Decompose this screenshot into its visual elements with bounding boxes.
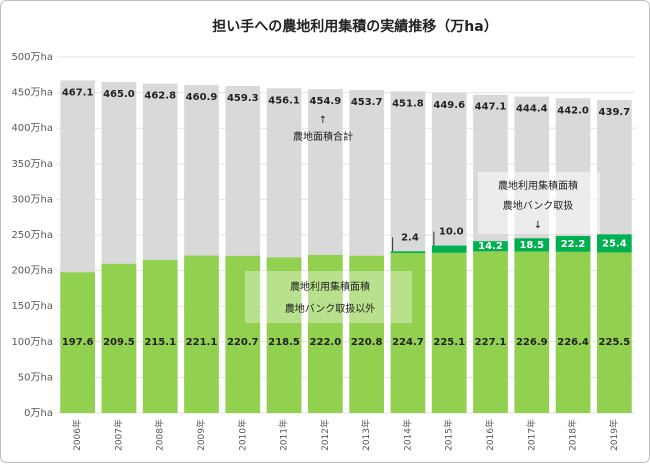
value-label: 467.1 <box>62 87 94 98</box>
y-tick-label: 250万ha <box>11 230 53 241</box>
value-label: 18.5 <box>519 240 544 251</box>
value-label: 453.7 <box>351 97 383 108</box>
x-tick-label: 2012年 <box>319 419 331 451</box>
y-tick-label: 0万ha <box>24 408 53 419</box>
y-tick-label: 50万ha <box>18 372 53 383</box>
value-label: 222.0 <box>310 337 342 348</box>
bar-segment <box>431 252 467 413</box>
x-tick-label: 2014年 <box>401 419 413 451</box>
value-label: 218.5 <box>268 337 300 348</box>
value-label: 209.5 <box>103 337 135 348</box>
annotation-box <box>478 172 600 234</box>
y-tick-label: 400万ha <box>11 123 53 134</box>
value-label: 449.6 <box>433 100 465 111</box>
bar-segment <box>101 263 137 413</box>
value-label: 227.1 <box>475 337 507 348</box>
value-label: 225.5 <box>599 337 631 348</box>
annotation-text: 農地利用集積面積 <box>290 280 370 293</box>
value-label: 221.1 <box>186 337 218 348</box>
value-label: 220.8 <box>351 337 383 348</box>
value-label: 456.1 <box>268 95 300 106</box>
bar-segment <box>514 238 550 252</box>
value-label: 22.2 <box>561 239 586 250</box>
value-label: 25.4 <box>602 238 627 249</box>
bar-segment <box>349 255 384 413</box>
bar-segment <box>597 252 632 413</box>
value-label: 226.9 <box>516 337 548 348</box>
y-tick-label: 500万ha <box>11 52 53 63</box>
bar-segment <box>390 253 426 413</box>
annotation-box <box>245 271 412 323</box>
annotation-text: 農地バンク取扱以外 <box>285 302 376 315</box>
value-label: 465.0 <box>103 89 135 100</box>
bar-segment <box>60 272 95 413</box>
value-label: 462.8 <box>144 90 176 101</box>
x-tick-label: 2015年 <box>443 419 455 451</box>
bar-segment <box>225 255 261 413</box>
x-tick-label: 2011年 <box>278 419 290 451</box>
bar-segment <box>473 251 508 413</box>
y-tick-label: 150万ha <box>11 301 53 312</box>
chart-title: 担い手への農地利用集積の実績推移（万ha） <box>212 18 497 35</box>
value-label: 197.6 <box>62 337 94 348</box>
value-label: 439.7 <box>599 107 631 118</box>
value-label: 14.2 <box>478 241 503 252</box>
bar-segment <box>184 255 219 413</box>
bar-segment <box>555 235 591 252</box>
value-label: 454.9 <box>310 96 342 107</box>
value-label: 2.4 <box>401 232 419 243</box>
bar-segment <box>142 259 178 413</box>
x-tick-label: 2007年 <box>112 419 124 451</box>
plot: 0万ha 50万ha 100万ha 150万ha 200万ha 250万ha 300万ha 3… <box>11 52 635 451</box>
bar-segment <box>597 234 632 253</box>
value-label: 225.1 <box>433 337 465 348</box>
value-label: 459.3 <box>227 93 259 104</box>
value-label: 442.0 <box>557 105 589 116</box>
y-tick-label: 200万ha <box>11 266 53 277</box>
value-label: 10.0 <box>439 227 464 238</box>
bar-segment <box>473 241 508 252</box>
x-tick-label: 2016年 <box>484 419 496 451</box>
value-label: 447.1 <box>475 102 507 113</box>
x-tick-label: 2019年 <box>608 419 620 451</box>
annotation-arrow: ↑ <box>319 115 327 126</box>
bar-segment <box>266 257 302 413</box>
annotation-arrow: ↓ <box>534 220 542 231</box>
value-label: 444.4 <box>516 104 548 115</box>
bar-segment <box>390 251 426 254</box>
value-label: 215.1 <box>144 337 176 348</box>
annotation-text: 農地面積合計 <box>293 130 353 143</box>
x-tick-label: 2006年 <box>71 419 83 451</box>
value-label: 451.8 <box>392 98 424 109</box>
y-tick-label: 300万ha <box>11 194 53 205</box>
x-tick-label: 2018年 <box>567 419 579 451</box>
y-tick-label: 450万ha <box>11 88 53 99</box>
x-tick-label: 2009年 <box>195 419 207 451</box>
annotations: 農地利用集積面積 農地バンク取扱以外 ↑ 農地面積合計 農地利用集積面積 農地バ… <box>245 115 600 323</box>
bar-segment <box>431 245 467 253</box>
x-tick-label: 2010年 <box>236 419 248 451</box>
x-tick-label: 2008年 <box>154 419 166 451</box>
annotation-text: 農地バンク取扱 <box>503 199 574 212</box>
value-label: 460.9 <box>186 92 218 103</box>
y-tick-label: 100万ha <box>11 337 53 348</box>
value-label: 220.7 <box>227 337 259 348</box>
y-tick-label: 350万ha <box>11 159 53 170</box>
bar-segment <box>514 251 550 413</box>
value-label: 224.7 <box>392 337 424 348</box>
value-label: 226.4 <box>557 337 589 348</box>
annotation-text: 農地利用集積面積 <box>498 179 578 192</box>
x-tick-label: 2013年 <box>360 419 372 451</box>
bar-segment <box>555 251 591 413</box>
bar-segment <box>308 254 343 413</box>
x-tick-label: 2017年 <box>525 419 537 451</box>
